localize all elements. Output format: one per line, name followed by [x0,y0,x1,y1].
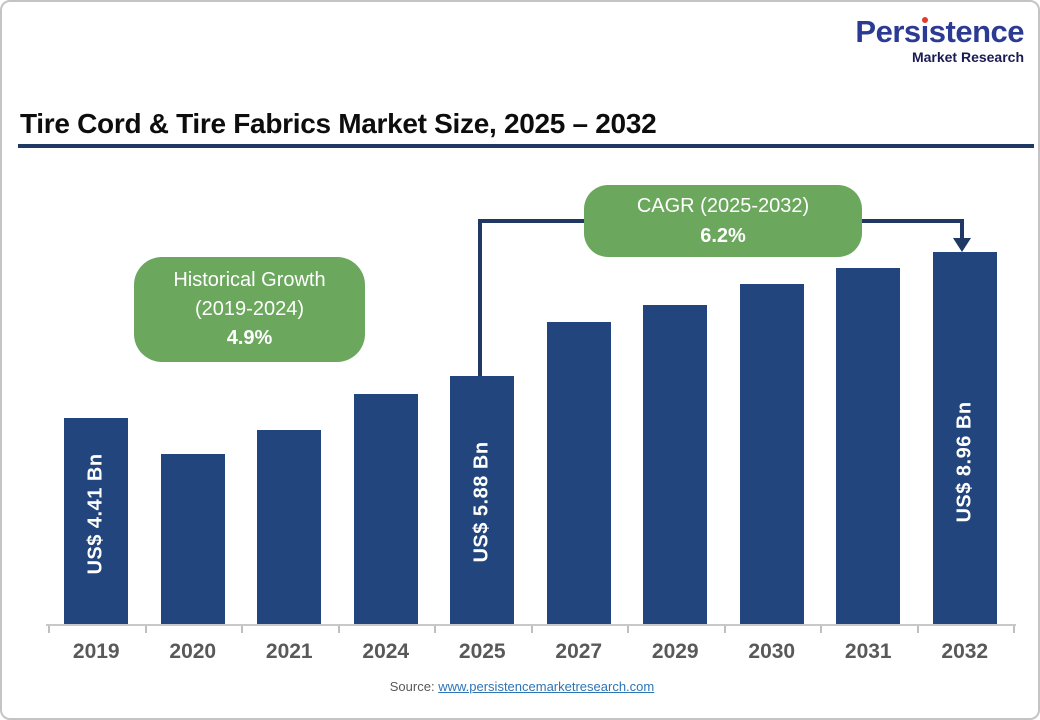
bar-2024 [353,394,418,624]
logo-brand-pre: Pers [855,14,921,49]
x-label-2027: 2027 [555,640,603,663]
bar-2020 [160,454,225,624]
historical-growth-value: 4.9% [226,327,273,349]
historical-growth-line2: (2019-2024) [195,298,304,320]
x-axis-tick [241,626,243,633]
x-axis-tick [48,626,50,633]
cagr-value: 6.2% [700,225,746,247]
x-label-2021: 2021 [265,640,313,663]
source-label: Source: [389,679,435,694]
x-axis-tick [434,626,436,633]
x-label-2029: 2029 [651,640,699,663]
logo-brand: Persıstence [855,16,1024,47]
bar-value-label-2025: US$ 5.88 Bn [470,441,493,563]
arrow-down-icon [953,238,971,252]
bar-2019 [64,418,129,624]
logo-red-dot-i: ı [920,14,930,49]
x-label-2025: 2025 [458,640,506,663]
page-title: Tire Cord & Tire Fabrics Market Size, 20… [20,108,657,139]
logo: Persıstence Market Research [855,16,1024,64]
source-line: Source: www.persistencemarketresearch.co… [2,679,1038,694]
logo-subtitle: Market Research [911,49,1024,65]
bar-2027 [546,322,611,624]
bar-2025 [450,376,515,624]
bar-value-label-2019: US$ 4.41 Bn [84,453,107,575]
bar-value-label-2032: US$ 8.96 Bn [953,401,976,523]
x-axis-tick [530,626,533,633]
bar-2029 [643,305,708,624]
historical-growth-callout: Historical Growth (2019-2024) 4.9% [134,257,365,362]
bar-2030 [739,284,804,624]
historical-growth-line1: Historical Growth [173,269,326,291]
x-label-2020: 2020 [169,640,217,663]
x-label-2024: 2024 [362,640,410,663]
bar-2032 [932,252,997,624]
x-axis-tick [1013,626,1015,633]
x-axis-tick [337,626,340,633]
title-underline [18,144,1034,148]
cagr-callout: CAGR (2025-2032) 6.2% [584,185,862,257]
x-axis-tick [723,626,726,633]
connector-line-from-2025 [478,221,482,377]
logo-brand-post: stence [928,14,1025,49]
x-axis-line [46,624,1016,626]
source-link[interactable]: www.persistencemarketresearch.com [438,679,655,694]
x-axis-tick [627,626,629,633]
connector-line-to-2032 [960,219,964,240]
x-axis-tick [144,626,147,633]
x-label-2030: 2030 [748,640,796,663]
bar-2021 [257,430,322,624]
x-axis-tick [916,626,919,633]
x-label-2031: 2031 [844,640,892,663]
bar-2031 [836,268,901,624]
x-axis-tick [820,626,822,633]
cagr-line1: CAGR (2025-2032) [636,195,810,217]
x-label-2032: 2032 [941,640,989,663]
x-label-2019: 2019 [72,640,120,663]
